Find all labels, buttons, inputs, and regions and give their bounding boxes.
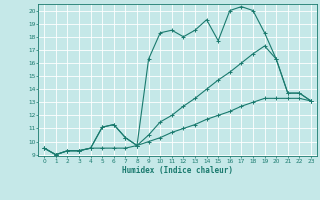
X-axis label: Humidex (Indice chaleur): Humidex (Indice chaleur) bbox=[122, 166, 233, 175]
